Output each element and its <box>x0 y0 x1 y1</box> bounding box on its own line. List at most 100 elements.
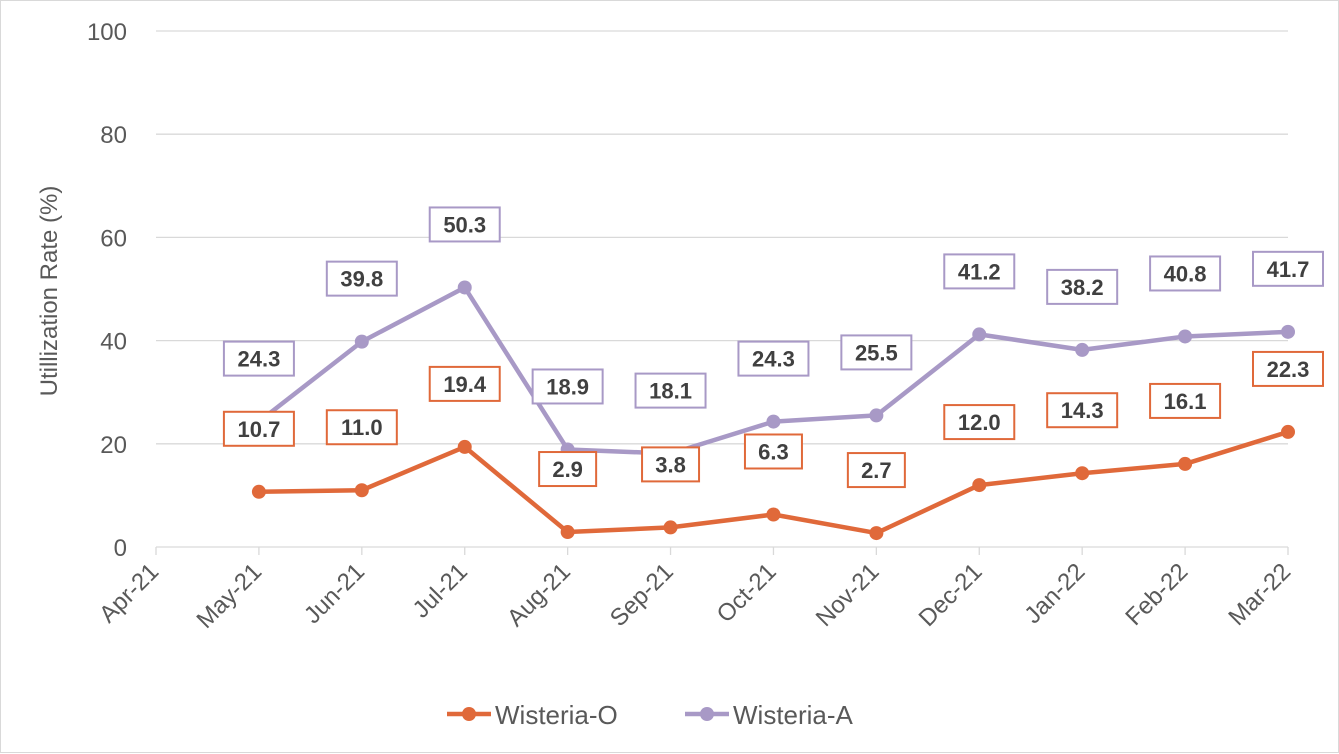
data-label-box <box>943 404 1016 441</box>
data-label: 24.3 <box>222 340 295 377</box>
data-label: 19.4 <box>428 365 501 402</box>
data-label-text: 12.0 <box>958 410 1001 435</box>
legend-marker <box>462 707 476 721</box>
legend-marker <box>700 707 714 721</box>
x-tick-label: Dec-21 <box>914 558 988 632</box>
x-tick-label: Jul-21 <box>408 558 473 623</box>
data-label-box <box>1149 382 1222 419</box>
data-label-box <box>325 409 398 446</box>
data-label: 10.7 <box>222 410 295 447</box>
data-label-box <box>743 433 803 470</box>
data-label-box <box>943 253 1016 290</box>
data-label: 41.7 <box>1252 250 1324 287</box>
x-tick-label: Sep-21 <box>605 558 679 632</box>
data-label-text: 2.9 <box>552 457 583 482</box>
legend-label: Wisteria-O <box>495 700 618 730</box>
data-point <box>766 414 781 429</box>
data-label: 24.3 <box>737 340 810 377</box>
data-label-text: 39.8 <box>340 267 383 292</box>
data-point <box>1075 342 1090 357</box>
y-tick-label: 60 <box>100 225 127 252</box>
legend: Wisteria-O Wisteria-A <box>447 700 854 730</box>
data-point <box>766 507 781 522</box>
data-label: 18.1 <box>634 372 707 409</box>
x-tick-label: Jan-22 <box>1019 558 1090 629</box>
data-label-box <box>531 368 604 405</box>
data-label-text: 14.3 <box>1061 398 1104 423</box>
data-label-text: 22.3 <box>1267 357 1310 382</box>
y-tick-label: 80 <box>100 122 127 149</box>
data-label-text: 6.3 <box>758 439 789 464</box>
data-label-box <box>641 446 701 483</box>
data-label: 41.2 <box>943 253 1016 290</box>
data-label-box <box>325 260 398 297</box>
data-label-text: 41.7 <box>1267 257 1310 282</box>
data-point <box>354 334 369 349</box>
data-label-box <box>1046 268 1119 305</box>
data-label-text: 25.5 <box>855 340 898 365</box>
x-tick-label: Aug-21 <box>502 558 576 632</box>
data-label-box <box>1252 250 1324 287</box>
legend-item: Wisteria-O <box>447 700 618 730</box>
data-point <box>869 526 884 541</box>
data-point <box>457 280 472 295</box>
data-label-box <box>1046 392 1119 429</box>
data-point <box>869 408 884 423</box>
data-label-text: 50.3 <box>443 212 486 237</box>
data-label-text: 24.3 <box>752 347 795 372</box>
data-point <box>1075 466 1090 481</box>
data-label-box <box>846 452 906 489</box>
y-tick-label: 0 <box>114 535 127 562</box>
data-label: 25.5 <box>840 334 913 371</box>
legend-item: Wisteria-A <box>685 700 854 730</box>
data-label-text: 18.9 <box>546 374 589 399</box>
data-label-box <box>634 372 707 409</box>
data-label-box <box>840 334 913 371</box>
data-label-box <box>1252 350 1324 387</box>
y-tick-label: 100 <box>87 19 127 46</box>
data-label: 18.9 <box>531 368 604 405</box>
data-label: 14.3 <box>1046 392 1119 429</box>
data-label-text: 38.2 <box>1061 275 1104 300</box>
data-point <box>1281 424 1295 439</box>
data-label: 16.1 <box>1149 382 1222 419</box>
data-point <box>1178 329 1193 344</box>
x-tick-label: Jun-21 <box>299 558 370 629</box>
legend-label: Wisteria-A <box>733 700 854 730</box>
y-axis-title: Utillization Rate (%) <box>36 186 63 397</box>
data-label-box <box>538 451 598 488</box>
axes: 0 20 40 60 80 100 Apr-21 May-21 Jun-21 Jul-21 Aug-… <box>87 19 1296 634</box>
x-tick-label: Nov-21 <box>811 558 885 632</box>
data-label-box <box>428 206 501 243</box>
data-label: 50.3 <box>428 206 501 243</box>
data-label-box <box>222 340 295 377</box>
data-point <box>560 525 575 540</box>
data-label-text: 41.2 <box>958 259 1001 284</box>
data-label-text: 16.1 <box>1164 389 1207 414</box>
data-label: 38.2 <box>1046 268 1119 305</box>
data-label-text: 10.7 <box>237 417 280 442</box>
x-tick-label: Apr-21 <box>94 558 164 628</box>
data-label-box <box>1149 255 1222 292</box>
data-label: 22.3 <box>1252 350 1324 387</box>
data-point <box>1281 324 1295 339</box>
data-point <box>354 483 369 498</box>
data-label-text: 18.1 <box>649 379 692 404</box>
data-label-text: 40.8 <box>1164 261 1207 286</box>
data-label-box <box>222 410 295 447</box>
data-labels: 10.7 11.0 19.4 2.9 3.8 6.3 2.7 12.0 14.3 16.1 22.3… <box>222 206 1324 489</box>
data-point <box>1178 456 1193 471</box>
x-tick-label: Oct-21 <box>712 558 782 628</box>
data-label-text: 11.0 <box>341 415 383 440</box>
data-label: 11.0 <box>325 409 398 446</box>
x-tick-label: Feb-22 <box>1120 558 1193 631</box>
data-point <box>251 484 266 499</box>
x-tick-label: Mar-22 <box>1223 558 1296 631</box>
x-tick-label: May-21 <box>191 558 267 634</box>
data-label: 2.7 <box>846 452 906 489</box>
data-label: 39.8 <box>325 260 398 297</box>
data-label: 2.9 <box>538 451 598 488</box>
data-label: 40.8 <box>1149 255 1222 292</box>
data-label-text: 2.7 <box>861 458 892 483</box>
